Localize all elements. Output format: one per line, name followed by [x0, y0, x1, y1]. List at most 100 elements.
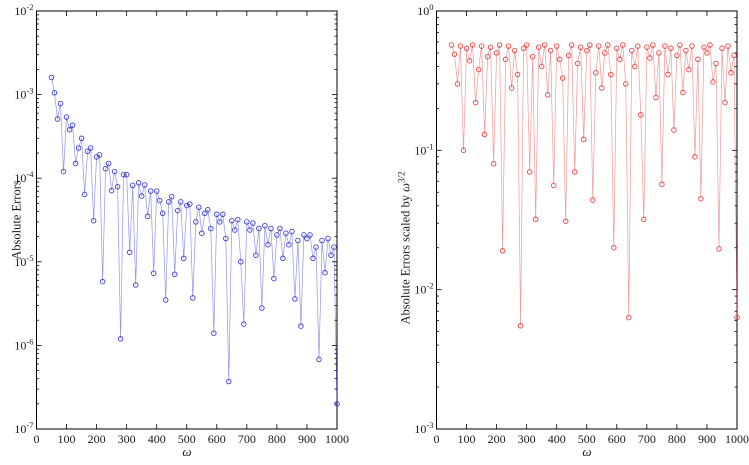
data-point-marker — [668, 45, 674, 52]
x-tick-label: 600 — [208, 432, 226, 446]
data-point-marker — [571, 169, 578, 175]
series-markers — [48, 74, 340, 407]
data-point-marker — [307, 232, 313, 238]
data-point-marker — [262, 222, 268, 229]
data-point-marker — [96, 152, 103, 158]
data-point-marker — [226, 378, 232, 385]
x-tick-label: 700 — [638, 432, 656, 446]
data-point-marker — [728, 70, 734, 76]
data-point-marker — [174, 207, 181, 214]
y-tick-label: 10-2 — [414, 281, 433, 297]
data-point-marker — [81, 191, 88, 198]
data-point-marker — [514, 71, 521, 78]
data-point-marker — [69, 122, 76, 128]
data-point-marker — [184, 202, 190, 209]
data-point-marker — [590, 197, 596, 203]
x-tick-label: 400 — [148, 432, 166, 446]
data-point-marker — [556, 56, 563, 63]
data-point-marker — [196, 204, 202, 210]
data-point-marker — [535, 44, 542, 50]
data-point-marker — [602, 50, 608, 56]
data-point-marker — [656, 50, 662, 56]
data-point-marker — [671, 127, 677, 133]
data-point-marker — [713, 60, 719, 67]
data-point-marker — [638, 112, 644, 118]
data-point-marker — [313, 244, 319, 250]
data-point-marker — [316, 356, 322, 363]
data-point-marker — [114, 184, 121, 190]
data-point-marker — [244, 219, 250, 225]
data-point-marker — [731, 52, 737, 59]
data-point-marker — [238, 259, 244, 265]
data-point-marker — [502, 56, 509, 63]
data-point-marker — [199, 230, 205, 236]
data-point-marker — [90, 217, 97, 224]
data-point-marker — [641, 216, 647, 223]
data-point-marker — [659, 181, 665, 188]
data-point-marker — [526, 169, 533, 175]
data-point-marker — [608, 71, 614, 78]
data-point-marker — [72, 160, 79, 167]
data-point-marker — [550, 182, 557, 189]
data-point-marker — [734, 314, 740, 321]
data-point-marker — [511, 47, 518, 54]
data-point-marker — [253, 252, 259, 258]
data-point-marker — [331, 244, 337, 250]
data-point-marker — [117, 336, 124, 342]
y-tick-label: 10-6 — [14, 336, 33, 352]
data-point-marker — [457, 43, 464, 49]
data-point-marker — [451, 51, 458, 57]
data-point-marker — [277, 225, 283, 232]
data-point-marker — [626, 314, 632, 321]
right-ylabel-omega: ω — [398, 183, 413, 192]
data-point-marker — [193, 219, 199, 225]
data-point-marker — [259, 305, 265, 311]
left-chart-ylabel: Absolute Errors — [9, 180, 24, 260]
data-point-marker — [84, 148, 91, 155]
data-point-marker — [505, 43, 512, 49]
y-tick-label: 10-2 — [14, 2, 33, 18]
data-point-marker — [577, 44, 584, 50]
data-point-marker — [108, 187, 115, 194]
data-point-marker — [54, 116, 61, 122]
data-point-marker — [147, 188, 154, 194]
axis-ticks — [36, 10, 338, 430]
left-chart-xlabel: ω — [182, 444, 192, 459]
series-markers — [448, 42, 740, 329]
data-point-marker — [187, 201, 193, 207]
data-point-marker — [304, 235, 310, 242]
data-point-marker — [60, 168, 67, 175]
data-point-marker — [707, 42, 713, 48]
data-point-marker — [235, 216, 241, 223]
data-point-marker — [256, 225, 262, 232]
data-point-marker — [568, 42, 575, 48]
x-tick-label: 800 — [668, 432, 686, 446]
data-point-marker — [129, 182, 136, 189]
data-point-marker — [120, 171, 127, 178]
x-tick-label: 600 — [608, 432, 626, 446]
data-point-marker — [217, 219, 223, 225]
data-point-marker — [57, 100, 64, 107]
data-point-marker — [599, 85, 605, 91]
data-point-marker — [614, 45, 620, 52]
data-point-marker — [220, 211, 226, 218]
data-point-marker — [559, 75, 566, 81]
data-point-marker — [63, 114, 70, 120]
data-point-marker — [78, 135, 85, 142]
x-tick-label: 500 — [178, 432, 196, 446]
data-point-marker — [319, 237, 325, 244]
data-point-marker — [102, 165, 109, 172]
data-point-marker — [493, 50, 500, 56]
x-tick-label: 200 — [488, 432, 506, 446]
data-point-marker — [574, 60, 581, 67]
y-tick-label: 10-3 — [414, 420, 433, 436]
data-point-marker — [596, 43, 602, 49]
y-tick-label: 10-1 — [414, 141, 433, 157]
y-tick-label: 10-3 — [14, 86, 33, 102]
data-point-marker — [126, 249, 133, 256]
data-point-marker — [496, 42, 503, 48]
x-tick-label: 800 — [268, 432, 286, 446]
data-point-marker — [159, 210, 166, 217]
data-point-marker — [704, 50, 710, 56]
